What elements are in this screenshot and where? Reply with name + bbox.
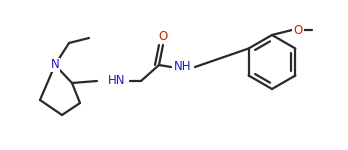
Text: O: O [158,30,168,44]
Text: O: O [293,24,303,36]
Text: NH: NH [174,60,192,72]
Text: HN: HN [108,75,126,87]
Text: N: N [50,58,60,72]
